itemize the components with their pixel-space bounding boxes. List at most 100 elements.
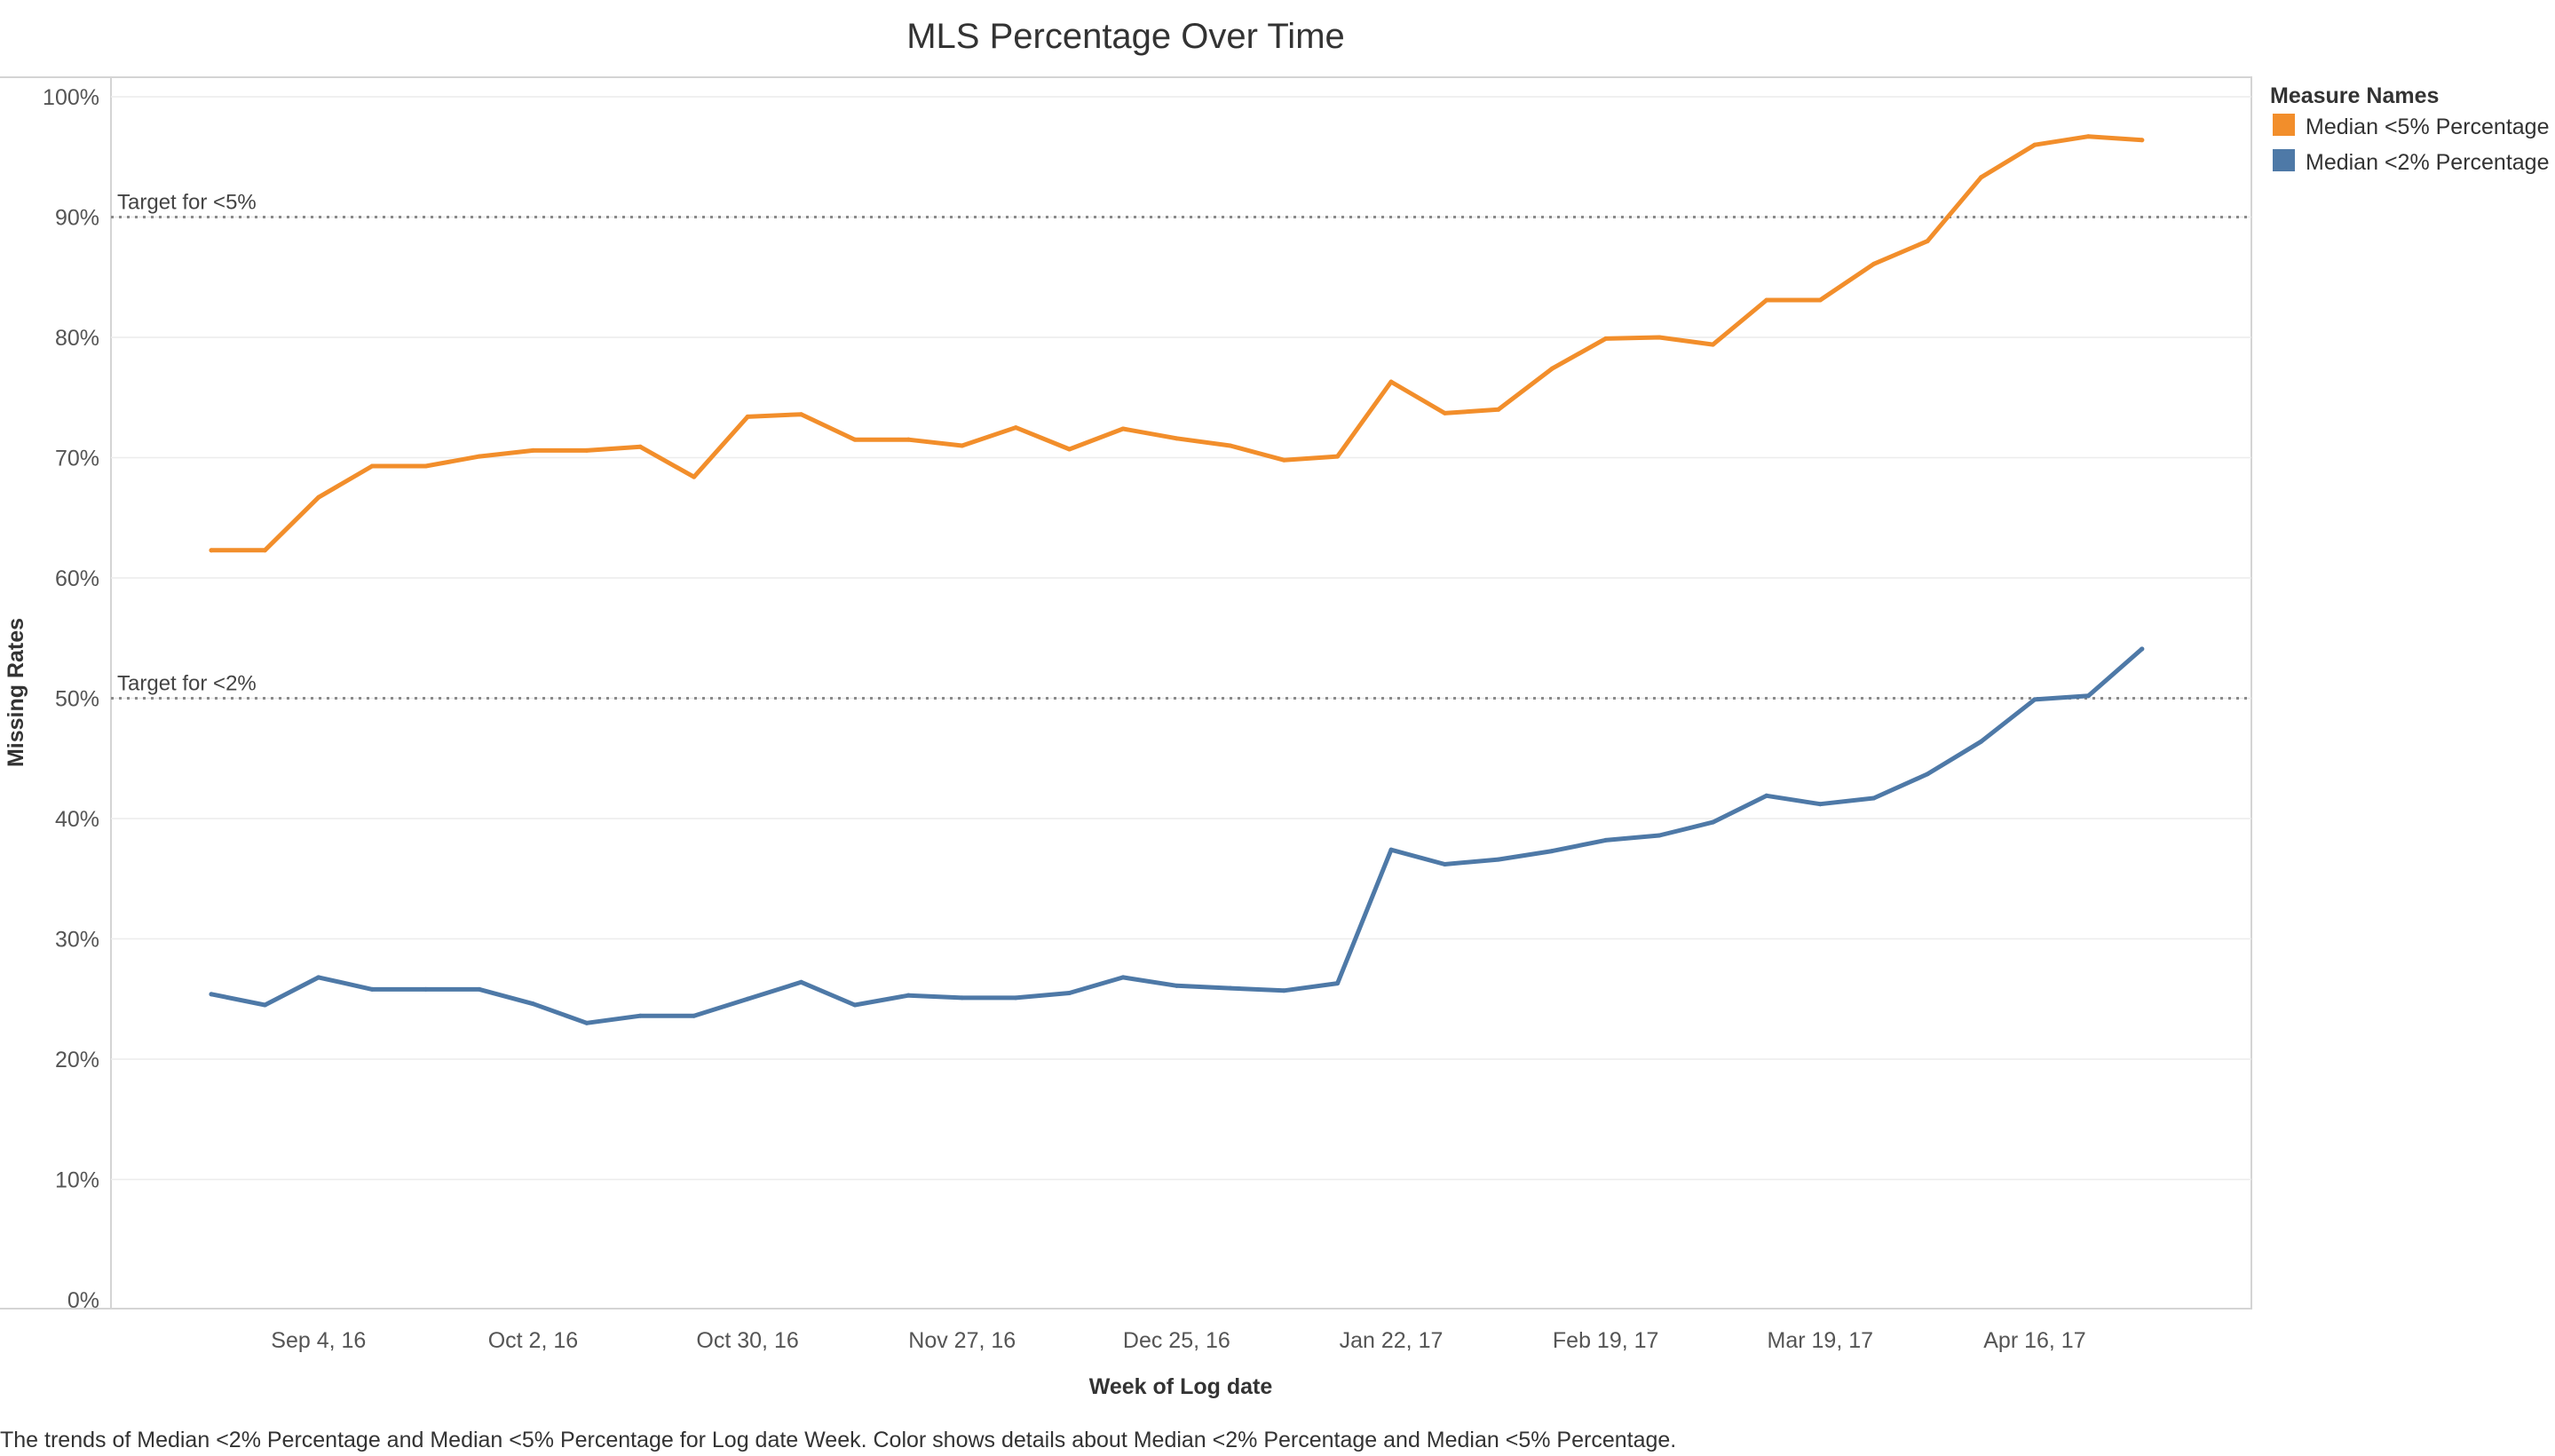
data-point[interactable]: [1174, 436, 1179, 441]
x-tick-label: Apr 16, 17: [1983, 1328, 2085, 1353]
data-point[interactable]: [1710, 342, 1715, 347]
data-point[interactable]: [1496, 407, 1501, 412]
data-point[interactable]: [1388, 379, 1394, 384]
y-tick-label: 30%: [55, 928, 99, 953]
data-point[interactable]: [2032, 697, 2037, 702]
data-point[interactable]: [1603, 837, 1609, 843]
data-point[interactable]: [530, 1001, 535, 1007]
data-point[interactable]: [262, 1002, 267, 1008]
data-point[interactable]: [1871, 261, 1877, 266]
data-point[interactable]: [637, 1013, 643, 1018]
data-point[interactable]: [852, 1002, 858, 1008]
data-point[interactable]: [906, 993, 911, 998]
data-point[interactable]: [1925, 239, 1930, 244]
data-point[interactable]: [477, 986, 482, 992]
y-axis-title: Missing Rates: [4, 618, 28, 767]
legend-item-median-5[interactable]: Median <5% Percentage: [2273, 114, 2550, 139]
data-point[interactable]: [1549, 366, 1554, 371]
y-tick-label: 100%: [43, 85, 99, 110]
legend-title: Measure Names: [2270, 83, 2439, 108]
legend-swatch-median-2: [2273, 149, 2295, 171]
x-axis-ticks: Sep 4, 16 Oct 2, 16 Oct 30, 16 Nov 27, 16 De…: [271, 1328, 2085, 1353]
data-point[interactable]: [423, 986, 429, 992]
data-point[interactable]: [2140, 138, 2145, 143]
data-point[interactable]: [1120, 426, 1126, 431]
data-point[interactable]: [692, 1013, 697, 1018]
data-point[interactable]: [2085, 693, 2091, 699]
data-point[interactable]: [692, 474, 697, 479]
data-point[interactable]: [1871, 795, 1877, 801]
data-point[interactable]: [262, 548, 267, 553]
y-tick-label: 70%: [55, 447, 99, 471]
data-point[interactable]: [369, 463, 375, 469]
y-tick-label: 0%: [67, 1288, 99, 1313]
data-point[interactable]: [1174, 983, 1179, 988]
data-point[interactable]: [1603, 336, 1609, 341]
data-point[interactable]: [1549, 849, 1554, 854]
data-point[interactable]: [1817, 297, 1823, 303]
reference-line-label: Target for <2%: [117, 672, 257, 696]
data-point[interactable]: [1764, 793, 1769, 798]
data-point[interactable]: [1013, 995, 1018, 1001]
y-tick-label: 40%: [55, 807, 99, 832]
data-point[interactable]: [316, 975, 321, 980]
data-point[interactable]: [1067, 447, 1072, 452]
data-point[interactable]: [1335, 454, 1341, 459]
data-point[interactable]: [1013, 425, 1018, 431]
data-point[interactable]: [1228, 443, 1233, 448]
reference-line-label: Target for <5%: [117, 191, 257, 215]
data-point[interactable]: [745, 414, 750, 419]
y-tick-label: 60%: [55, 566, 99, 591]
data-point[interactable]: [1442, 410, 1447, 415]
data-point[interactable]: [960, 443, 965, 448]
legend-item-median-2[interactable]: Median <2% Percentage: [2273, 149, 2550, 175]
data-point[interactable]: [584, 447, 589, 453]
data-point[interactable]: [745, 996, 750, 1001]
data-point[interactable]: [1657, 833, 1662, 838]
data-point[interactable]: [369, 986, 375, 992]
x-tick-label: Nov 27, 16: [908, 1328, 1016, 1353]
data-point[interactable]: [423, 463, 429, 469]
x-tick-label: Mar 19, 17: [1768, 1328, 1874, 1353]
data-point[interactable]: [1657, 335, 1662, 340]
data-point[interactable]: [1281, 457, 1286, 463]
data-point[interactable]: [530, 447, 535, 453]
data-point[interactable]: [316, 495, 321, 500]
x-tick-label: Sep 4, 16: [271, 1328, 366, 1353]
x-tick-label: Oct 30, 16: [696, 1328, 798, 1353]
data-point[interactable]: [852, 437, 858, 442]
data-point[interactable]: [799, 979, 804, 985]
data-point[interactable]: [799, 412, 804, 417]
legend-swatch-median-5: [2273, 114, 2295, 136]
data-point[interactable]: [960, 995, 965, 1001]
data-point[interactable]: [637, 444, 643, 449]
data-point[interactable]: [1979, 175, 1984, 180]
data-point[interactable]: [209, 992, 214, 997]
data-point[interactable]: [584, 1020, 589, 1025]
data-point[interactable]: [906, 437, 911, 442]
data-point[interactable]: [2032, 142, 2037, 147]
data-point[interactable]: [1442, 861, 1447, 866]
data-point[interactable]: [1817, 802, 1823, 807]
data-point[interactable]: [1925, 772, 1930, 777]
data-point[interactable]: [1496, 857, 1501, 862]
data-point[interactable]: [1764, 297, 1769, 303]
data-point[interactable]: [1120, 975, 1126, 980]
data-point[interactable]: [477, 454, 482, 459]
chart-caption: The trends of Median <2% Percentage and …: [0, 1428, 1676, 1452]
legend-label-median-2: Median <2% Percentage: [2306, 150, 2550, 175]
data-point[interactable]: [1388, 847, 1394, 852]
data-point[interactable]: [1067, 990, 1072, 995]
data-point[interactable]: [1228, 985, 1233, 991]
data-point[interactable]: [1710, 819, 1715, 825]
chart-title: MLS Percentage Over Time: [906, 17, 1345, 56]
data-point[interactable]: [1979, 739, 1984, 744]
data-point[interactable]: [209, 548, 214, 553]
y-tick-label: 90%: [55, 206, 99, 231]
data-point[interactable]: [2140, 646, 2145, 652]
data-point[interactable]: [2085, 134, 2091, 139]
x-tick-label: Oct 2, 16: [488, 1328, 578, 1353]
data-point[interactable]: [1281, 988, 1286, 993]
data-point[interactable]: [1335, 981, 1341, 986]
